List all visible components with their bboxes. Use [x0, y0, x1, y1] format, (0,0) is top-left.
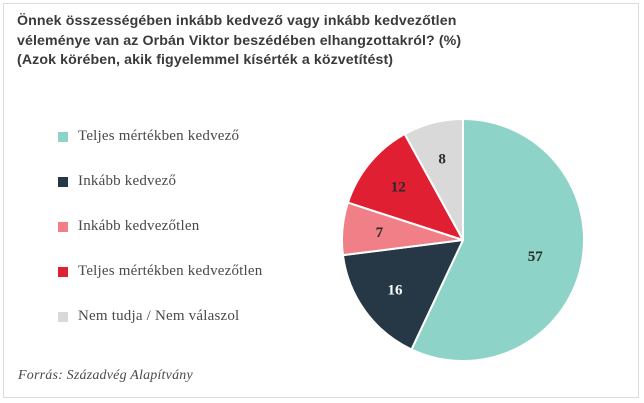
- slice-value-label: 8: [438, 152, 446, 168]
- pie-slice: [341, 239, 464, 351]
- legend-label: Inkább kedvező: [78, 173, 177, 189]
- legend: Teljes mértékben kedvező Inkább kedvező …: [58, 126, 262, 351]
- slice-value-label: 12: [391, 180, 406, 196]
- title-line-1: Önnek összességében inkább kedvező vagy …: [17, 13, 457, 29]
- chart-title: Önnek összességében inkább kedvező vagy …: [17, 12, 577, 71]
- legend-item: Teljes mértékben kedvezőtlen: [58, 261, 262, 306]
- legend-item: Teljes mértékben kedvező: [58, 126, 262, 171]
- legend-swatch: [58, 222, 68, 232]
- pie-slice: [403, 118, 464, 241]
- legend-label: Teljes mértékben kedvező: [78, 128, 240, 144]
- source-note: Forrás: Századvég Alapítvány: [18, 368, 193, 383]
- legend-swatch: [58, 177, 68, 187]
- legend-label: Teljes mértékben kedvezőtlen: [78, 263, 263, 279]
- legend-label: Inkább kedvezőtlen: [78, 218, 200, 234]
- pie-slice: [410, 118, 586, 362]
- legend-item: Inkább kedvező: [58, 171, 262, 216]
- slice-value-label: 7: [376, 225, 384, 241]
- chart-frame: [3, 3, 639, 398]
- slice-value-label: 16: [388, 282, 404, 298]
- legend-swatch: [58, 267, 68, 277]
- title-line-2: véleménye van az Orbán Viktor beszédében…: [17, 32, 462, 49]
- slice-value-label: 57: [528, 249, 544, 265]
- legend-item: Nem tudja / Nem válaszol: [58, 306, 262, 351]
- pie-slice: [346, 132, 464, 241]
- legend-item: Inkább kedvezőtlen: [58, 216, 262, 261]
- legend-swatch: [58, 132, 68, 142]
- legend-swatch: [58, 312, 68, 322]
- title-line-3: (Azok körében, akik figyelemmel kísérték…: [17, 52, 394, 68]
- legend-label: Nem tudja / Nem válaszol: [78, 308, 240, 324]
